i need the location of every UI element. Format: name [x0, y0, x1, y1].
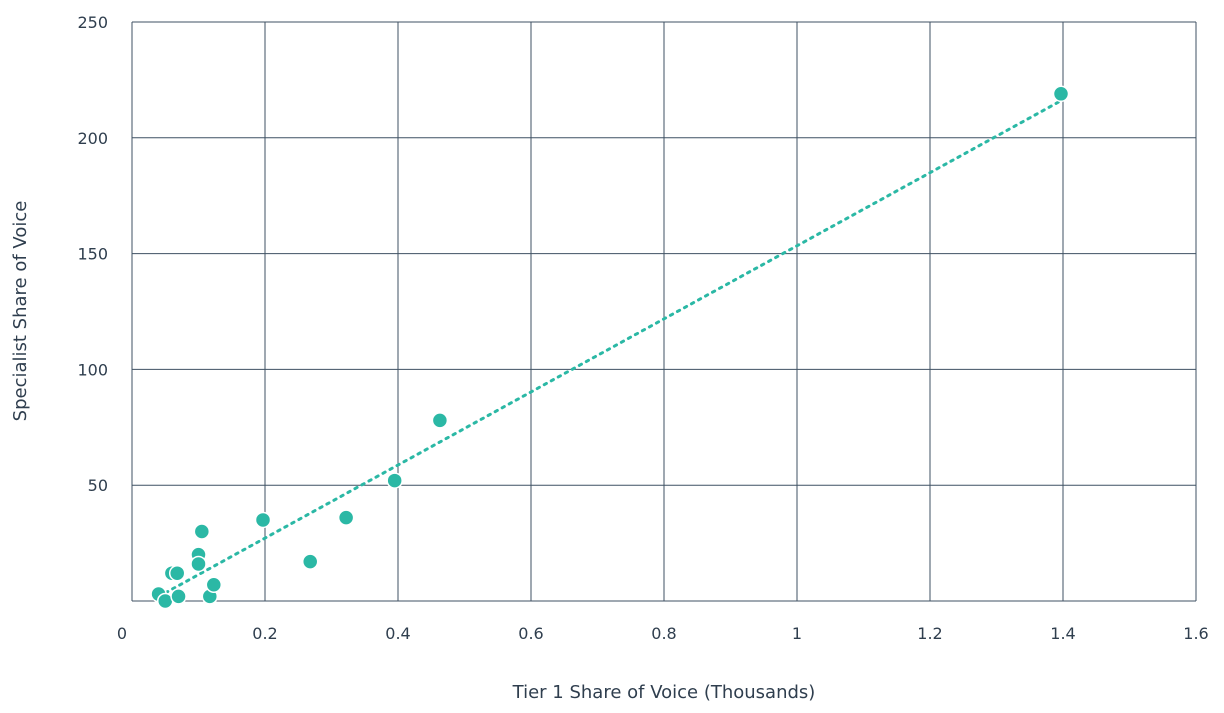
data-point: [1052, 85, 1070, 103]
data-point: [386, 472, 403, 489]
tick-labels: 0 0.2 0.4 0.6 0.8 1 1.2 1.4 1.6 50 100 150 200 250: [77, 13, 1208, 643]
y-axis-title: Specialist Share of Voice: [10, 201, 31, 422]
data-point: [193, 523, 211, 540]
y-tick-label: 250: [77, 13, 108, 32]
x-tick-label: 0: [117, 624, 127, 643]
data-point: [337, 509, 355, 526]
data-point: [254, 511, 272, 529]
gridlines: [131, 21, 1197, 602]
data-point: [170, 588, 187, 605]
x-tick-label: 0.2: [252, 624, 277, 643]
y-tick-label: 200: [77, 129, 108, 148]
x-tick-label: 1.2: [917, 624, 942, 643]
x-tick-label: 1: [792, 624, 802, 643]
x-tick-label: 0.4: [385, 624, 410, 643]
trendline-path: [157, 99, 1063, 599]
x-tick-label: 1.4: [1050, 624, 1075, 643]
x-tick-label: 0.8: [651, 624, 676, 643]
x-tick-label: 1.6: [1183, 624, 1208, 643]
data-point: [431, 412, 449, 429]
x-tick-label: 0.6: [518, 624, 543, 643]
y-tick-label: 50: [88, 476, 108, 495]
x-axis-title: Tier 1 Share of Voice (Thousands): [512, 682, 816, 703]
y-tick-label: 100: [77, 360, 108, 379]
trendline: [157, 99, 1063, 599]
data-point: [301, 553, 319, 570]
data-point: [190, 555, 207, 573]
data-point: [168, 564, 186, 582]
data-point: [205, 576, 223, 594]
data-points: [150, 85, 1070, 610]
y-tick-label: 150: [77, 245, 108, 264]
